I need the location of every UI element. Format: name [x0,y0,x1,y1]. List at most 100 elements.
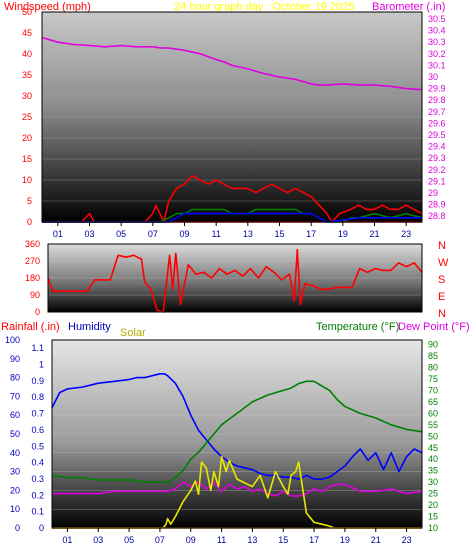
panel1-x-tick-label: 21 [369,229,379,239]
panel1-x-tick-label: 07 [148,229,158,239]
panel3-temp-tick-label: 50 [428,431,438,441]
panel1-x-tick-label: 01 [53,229,63,239]
panel1-right-tick-label: 29.8 [428,95,446,105]
panel3-series-2 [52,481,423,497]
panel1-x-tick-label: 19 [338,229,348,239]
panel2-left-tick-label: 0 [35,307,40,317]
panel3-x-tick-label: 05 [124,535,134,545]
panel2-left-tick-label: 360 [25,239,40,249]
panel3-x-tick-label: 03 [93,535,103,545]
panel3-temp-tick-label: 65 [428,397,438,407]
panel3-humidity-tick-label: 60 [10,410,20,420]
panel3-humidity-tick-label: 80 [10,373,20,383]
panel1-right-tick-label: 29.9 [428,84,446,94]
panel3-humidity-tick-label: 70 [10,391,20,401]
panel1-right-tick-label: 30.2 [428,49,446,59]
panel3-x-tick-label: 23 [402,535,412,545]
panel3-x-tick-label: 09 [186,535,196,545]
panel1-series-3 [42,212,422,223]
panel1-series-1 [42,175,423,223]
panel1-right-tick-label: 30.1 [428,60,446,70]
panel3-series-0 [51,373,423,480]
panel1-right-tick-label: 29.6 [428,118,446,128]
panel3-x-tick-label: 15 [278,535,288,545]
panel1-right-tick-label: 29.7 [428,107,446,117]
panel2-frame [47,243,423,313]
panel3-rain-tick-label: 0.9 [31,376,44,386]
panel1-left-tick-label: 10 [22,175,32,185]
panel1-x-tick-label: 17 [306,229,316,239]
panel2-compass-label: N [438,308,446,320]
panel1-left-tick-label: 25 [22,112,32,122]
panel3-dewpoint-label: Dew Point (°F) [398,321,470,333]
temp-humidity-panel: 010203040506070809010000.10.20.30.40.50.… [5,335,438,545]
panel3-x-tick-label: 01 [62,535,72,545]
panel2-compass-label: N [438,240,446,252]
panel1-x-tick-label: 15 [274,229,284,239]
panel2-compass-label: W [438,257,449,269]
panel3-series-1 [51,380,423,483]
wind-barometer-panel: 0510152025303540455028.828.92929.129.229… [22,7,446,239]
panel1-right-tick-label: 28.8 [428,211,446,221]
panel1-right-tick-label: 29 [428,188,438,198]
panel1-right-tick-label: 30.3 [428,37,446,47]
panel1-x-tick-label: 09 [179,229,189,239]
panel3-x-tick-label: 19 [340,535,350,545]
panel1-x-tick-label: 05 [116,229,126,239]
panel3-rain-tick-label: 0.2 [31,490,44,500]
panel3-temp-tick-label: 85 [428,351,438,361]
panel3-humidity-label: Humidity [68,321,111,333]
panel3-temp-tick-label: 35 [428,466,438,476]
panel3-rain-tick-label: 0.6 [31,425,44,435]
panel3-x-tick-label: 07 [155,535,165,545]
panel3-x-tick-label: 13 [247,535,257,545]
panel3-rain-tick-label: 0.1 [31,507,44,517]
panel1-right-tick-label: 29.5 [428,130,446,140]
panel1-title: 24 hour graph day : October 19 2025 [174,1,354,13]
panel1-right-tick-label: 29.2 [428,165,446,175]
panel1-left-tick-label: 40 [22,49,32,59]
panel2-left-tick-label: 90 [30,290,40,300]
panel1-left-tick-label: 50 [22,7,32,17]
panel3-temp-tick-label: 25 [428,489,438,499]
panel3-temp-tick-label: 40 [428,454,438,464]
panel2-series-0 [47,248,423,313]
panel3-rain-tick-label: 1.1 [31,343,44,353]
panel3-temp-tick-label: 90 [428,340,438,350]
panel3-rain-tick-label: 0.3 [31,474,44,484]
panel2-left-tick-label: 180 [25,273,40,283]
panel3-humidity-tick-label: 20 [10,485,20,495]
panel3-temperature-label: Temperature (°F) [316,321,399,333]
panel3-temp-tick-label: 75 [428,374,438,384]
panel1-left-tick-label: 0 [27,217,32,227]
panel3-rain-tick-label: 0.8 [31,392,44,402]
panel1-left-label: Windspeed (mph) [4,1,91,13]
panel3-temp-tick-label: 60 [428,408,438,418]
panel1-right-tick-label: 30.5 [428,14,446,24]
panel3-series-3 [52,455,422,529]
panel3-x-tick-label: 11 [217,535,226,545]
panel1-right-tick-label: 30 [428,72,438,82]
panel3-temp-tick-label: 20 [428,500,438,510]
panel1-left-tick-label: 20 [22,133,32,143]
panel1-right-label: Barometer (.in) [372,1,445,13]
panel3-x-tick-label: 21 [371,535,381,545]
panel3-rain-tick-label: 1 [39,360,44,370]
panel3-temp-tick-label: 70 [428,385,438,395]
panel1-series-2 [42,208,423,223]
panel1-left-tick-label: 15 [22,154,32,164]
panel1-right-tick-label: 28.9 [428,200,446,210]
panel1-series-0 [41,36,423,91]
panel2-left-tick-label: 270 [25,256,40,266]
panel3-frame [51,339,423,529]
panel3-rain-tick-label: 0 [39,523,44,533]
panel3-solar-label: Solar [120,327,146,339]
panel1-left-tick-label: 45 [22,28,32,38]
panel1-x-tick-label: 03 [84,229,94,239]
panel1-right-tick-label: 29.3 [428,153,446,163]
panel3-humidity-tick-label: 50 [10,429,20,439]
panel3-temp-tick-label: 55 [428,420,438,430]
panel3-temp-tick-label: 15 [428,512,438,522]
panel1-left-tick-label: 35 [22,70,32,80]
panel2-compass-label: E [438,291,445,303]
